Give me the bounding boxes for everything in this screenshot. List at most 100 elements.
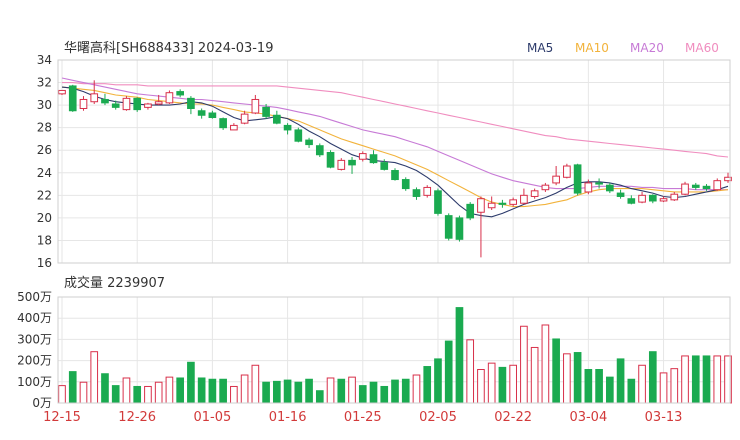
- candle: [68, 84, 77, 112]
- candle: [197, 108, 206, 119]
- volume-bar: [111, 385, 120, 404]
- candle: [273, 110, 281, 125]
- volume-bar: [509, 364, 517, 404]
- volume-bar: [358, 385, 367, 404]
- volume-bar: [369, 381, 378, 404]
- volume-tick-label: 200万: [17, 354, 52, 368]
- candle: [563, 163, 571, 179]
- volume-bar: [659, 372, 668, 404]
- candle-body: [133, 97, 142, 111]
- candle: [219, 117, 227, 130]
- volume-bar: [606, 376, 614, 404]
- moving-average-lines: [61, 77, 729, 218]
- volume-bar: [294, 381, 303, 404]
- candle: [670, 191, 679, 201]
- volume-bar: [133, 385, 142, 404]
- volume-bar: [208, 378, 217, 404]
- candle: [315, 143, 324, 157]
- volume-bar: [58, 385, 66, 404]
- candle-body: [659, 198, 668, 202]
- volume-bar: [122, 377, 131, 404]
- ma5-line: [61, 86, 729, 218]
- candle-body: [541, 184, 550, 191]
- candle: [584, 179, 593, 195]
- price-tick-label: 34: [37, 53, 52, 67]
- candle-body: [144, 103, 152, 108]
- candle-body: [648, 194, 657, 202]
- candle: [337, 158, 346, 171]
- volume-bars: [58, 307, 732, 404]
- candle: [606, 182, 614, 194]
- candle-body: [509, 199, 517, 205]
- candle: [144, 102, 152, 110]
- candle-body: [68, 85, 77, 112]
- volume-bar: [434, 358, 442, 404]
- candle-body: [584, 182, 593, 193]
- candle-body: [240, 113, 249, 124]
- candle-body: [702, 185, 711, 190]
- candle-body: [466, 203, 475, 219]
- volume-tick-label: 0万: [32, 396, 52, 410]
- candle: [165, 90, 174, 104]
- volume-bar: [337, 378, 346, 404]
- candle: [466, 202, 475, 221]
- volume-bar: [584, 369, 593, 404]
- volume-panel-frame: [57, 296, 731, 404]
- candle-body: [606, 184, 614, 192]
- candle: [122, 96, 131, 111]
- volume-bar: [627, 378, 636, 404]
- candle-body: [477, 198, 485, 213]
- volume-bar: [187, 361, 195, 404]
- candle-body: [412, 189, 421, 197]
- volume-bar: [487, 362, 496, 404]
- candle: [487, 196, 496, 210]
- volume-bar: [197, 377, 206, 404]
- volume-bar: [541, 324, 550, 404]
- candlesticks: [58, 80, 732, 258]
- candle: [154, 94, 163, 106]
- volume-bar: [79, 381, 88, 404]
- candle-body: [79, 98, 88, 109]
- candle: [240, 110, 249, 125]
- volume-title: 成交量 2239907: [64, 275, 165, 291]
- candle: [530, 188, 539, 199]
- volume-bar: [444, 340, 453, 404]
- candle-body: [455, 217, 464, 240]
- volume-bar: [702, 355, 711, 404]
- candle-body: [552, 175, 560, 184]
- candle-body: [273, 114, 281, 124]
- volume-bar: [681, 355, 689, 404]
- candle-body: [638, 194, 646, 203]
- legend-ma5: MA5: [527, 41, 553, 55]
- volume-tick-label: 500万: [17, 290, 52, 304]
- price-tick-label: 18: [37, 233, 52, 247]
- candle: [520, 188, 528, 205]
- price-tick-label: 24: [37, 166, 52, 180]
- candle: [627, 195, 636, 205]
- volume-bar: [595, 369, 603, 404]
- candle: [294, 127, 303, 143]
- candle: [616, 189, 625, 199]
- volume-bar: [412, 374, 421, 404]
- candle: [358, 151, 367, 162]
- volume-bar: [530, 346, 539, 404]
- candle-body: [627, 198, 636, 204]
- price-panel-frame: [57, 59, 731, 264]
- legend-ma20: MA20: [630, 41, 664, 55]
- volume-bar: [520, 325, 528, 404]
- candle: [380, 159, 389, 171]
- candle: [681, 181, 689, 196]
- candle: [391, 168, 399, 181]
- candle-body: [58, 89, 66, 95]
- volume-bar: [563, 353, 571, 404]
- volume-bar: [283, 379, 292, 404]
- candle: [326, 150, 335, 169]
- candle-body: [530, 190, 539, 197]
- legend-ma10: MA10: [575, 41, 609, 55]
- candle-body: [165, 92, 174, 104]
- candle: [552, 166, 560, 186]
- candle: [659, 196, 668, 203]
- price-tick-label: 16: [37, 256, 52, 270]
- candle: [541, 182, 550, 192]
- candle-body: [423, 186, 432, 196]
